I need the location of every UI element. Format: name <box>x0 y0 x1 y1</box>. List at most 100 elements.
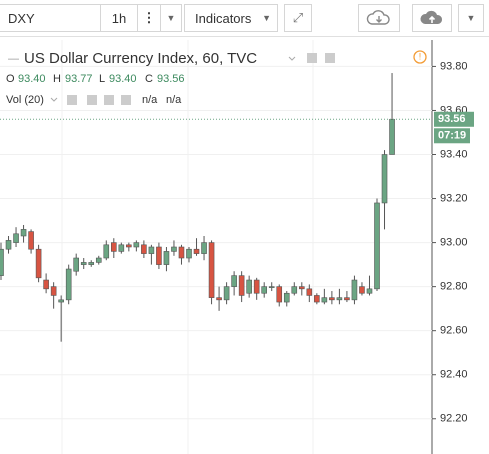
candle-body <box>156 246 162 265</box>
y-tick-label: 92.80 <box>440 281 468 293</box>
volume-settings-icon[interactable] <box>87 95 97 105</box>
candle-body <box>111 242 117 252</box>
candle-body <box>336 297 343 301</box>
interval: 1h <box>111 10 127 26</box>
y-tick-label: 93.20 <box>440 192 468 204</box>
candle-body <box>65 268 72 301</box>
candle-body <box>5 240 12 250</box>
volume-label: Vol (20) <box>6 94 44 106</box>
cloud-download-icon <box>366 10 390 25</box>
overlay: — US Dollar Currency Index, 60, TVC ! O … <box>0 50 474 144</box>
candle-body <box>50 286 57 296</box>
volume-value: n/a <box>142 94 158 106</box>
eye-icon[interactable] <box>307 53 317 63</box>
last-price-box <box>434 111 474 127</box>
candle-body <box>118 244 125 252</box>
symbol: DXY <box>8 10 35 26</box>
candle-body <box>283 292 290 303</box>
fullscreen-button[interactable]: ⤢ <box>284 4 312 32</box>
candle-body <box>141 244 147 254</box>
candle-body <box>28 231 34 250</box>
volume-add-icon[interactable] <box>104 95 114 105</box>
alert-icon[interactable] <box>413 50 427 64</box>
candle-body <box>238 275 245 296</box>
cloud-upload-icon <box>420 10 443 24</box>
candle-body <box>208 242 215 298</box>
candle-body <box>163 251 170 265</box>
high-label: H <box>53 73 61 85</box>
y-tick-label: 93.40 <box>440 148 468 160</box>
candle-body <box>103 244 110 259</box>
candle-body <box>95 257 102 263</box>
candle-body <box>216 297 222 301</box>
title-dropdown[interactable] <box>288 56 296 61</box>
candle-body <box>268 286 275 288</box>
y-tick-label: 92.40 <box>440 369 468 381</box>
candle-body <box>261 286 268 294</box>
toolbar: DXY 1h ⋮ ▼ Indicators ▼ ⤢ ▼ <box>0 0 489 37</box>
candle-body <box>88 262 95 265</box>
candle-body <box>381 154 388 204</box>
candle-body <box>306 288 313 296</box>
indicators-button[interactable]: Indicators ▼ <box>184 4 278 32</box>
candle-body <box>359 286 365 294</box>
close-label: C <box>145 73 153 85</box>
candle-body <box>291 286 298 294</box>
chart-title: US Dollar Currency Index, 60, TVC <box>24 50 257 67</box>
last-price-label: 93.56 <box>438 113 466 125</box>
y-tick-label: 93.80 <box>440 60 468 72</box>
high-value: 93.77 <box>65 73 93 85</box>
ohlc-legend: O 93.40 H 93.77 L 93.40 C 93.56 <box>6 73 185 85</box>
candle-body <box>126 244 132 248</box>
candle-body <box>223 286 230 301</box>
candle-body <box>73 257 79 272</box>
close-value: 93.56 <box>157 73 185 85</box>
candle-body <box>58 299 64 303</box>
candle-body <box>80 262 87 265</box>
candle-body <box>201 242 207 254</box>
candle-body <box>20 229 27 237</box>
load-button[interactable] <box>358 4 400 32</box>
candle-body <box>329 297 335 301</box>
countdown-box <box>434 128 470 144</box>
candle-body <box>314 295 320 303</box>
candle-body <box>193 248 200 254</box>
volume-dropdown[interactable] <box>50 97 58 102</box>
save-button[interactable] <box>412 4 452 32</box>
candles <box>0 73 395 342</box>
candle-body <box>133 242 140 248</box>
candle-body <box>389 118 395 155</box>
open-value: 93.40 <box>18 73 46 85</box>
candle-body <box>171 246 177 252</box>
candle-body <box>178 246 185 259</box>
candle-body <box>344 297 350 301</box>
candle-body <box>186 248 192 259</box>
settings-icon[interactable] <box>325 53 335 63</box>
interval-dropdown[interactable]: ▼ <box>160 4 182 32</box>
dropdown-arrow: ▼ <box>262 13 271 23</box>
y-tick-label: 93.00 <box>440 237 468 249</box>
volume-value: n/a <box>166 94 182 106</box>
candle-body <box>246 279 252 294</box>
save-dropdown[interactable]: ▼ <box>458 4 484 32</box>
y-tick-label: 92.20 <box>440 413 468 425</box>
candle-body <box>0 248 4 276</box>
open-label: O <box>6 73 15 85</box>
collapse-icon: — <box>8 53 19 65</box>
volume-eye-icon[interactable] <box>67 95 77 105</box>
alert-mark: ! <box>419 51 422 61</box>
countdown-label: 07:19 <box>438 130 466 142</box>
candle-body <box>35 248 42 279</box>
candle-body <box>351 279 358 301</box>
candle-body <box>374 202 380 290</box>
candle-body <box>148 246 155 254</box>
low-value: 93.40 <box>109 73 137 85</box>
grid: 93.8093.6093.4093.2093.0092.8092.6092.40… <box>0 60 468 425</box>
candle-body <box>321 297 328 303</box>
y-tick-label: 92.60 <box>440 325 468 337</box>
volume-close-icon[interactable] <box>121 95 131 105</box>
candle-body <box>43 279 49 290</box>
candle-body <box>231 275 237 287</box>
